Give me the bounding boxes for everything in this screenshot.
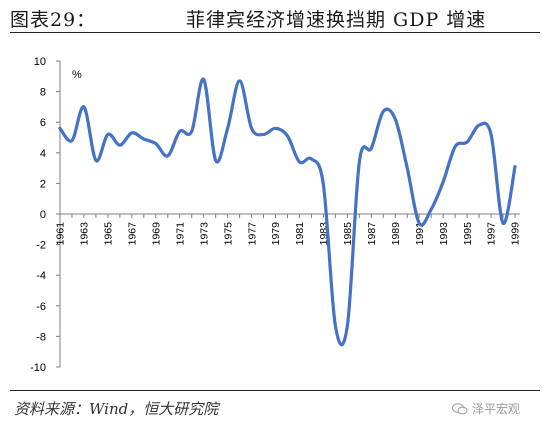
y-tick-label: 8 xyxy=(40,87,46,99)
x-tick-label: 1975 xyxy=(222,222,234,246)
y-tick-label: -10 xyxy=(30,362,46,374)
y-tick-label: 10 xyxy=(34,56,46,68)
x-tick-label: 1993 xyxy=(438,222,450,246)
y-tick-label: -4 xyxy=(36,270,46,282)
x-tick-label: 1965 xyxy=(103,222,115,246)
y-tick-label: 6 xyxy=(40,117,46,129)
x-tick-label: 1977 xyxy=(246,222,258,246)
y-tick-label: 2 xyxy=(40,178,46,190)
x-tick-label: 1971 xyxy=(174,222,186,246)
x-tick-label: 1979 xyxy=(270,222,282,246)
x-tick-label: 1981 xyxy=(294,222,306,246)
x-tick-label: 1961 xyxy=(55,222,67,246)
x-tick-label: 1987 xyxy=(366,222,378,246)
wechat-icon xyxy=(452,402,468,414)
x-tick-label: 1973 xyxy=(198,222,210,246)
x-tick-label: 1997 xyxy=(486,222,498,246)
figure-label: 图表29： xyxy=(10,9,97,31)
x-tick-label: 1969 xyxy=(150,222,162,246)
x-tick-label: 1999 xyxy=(510,222,522,246)
y-tick-label: -6 xyxy=(36,301,46,313)
x-tick-label: 1991 xyxy=(414,222,426,246)
y-tick-label: -8 xyxy=(36,331,46,343)
title-bar: 图表29： 菲律宾经济增速换挡期 GDP 增速 xyxy=(0,0,550,34)
x-tick-label: 1967 xyxy=(127,222,139,246)
watermark-text: 泽平宏观 xyxy=(472,402,521,416)
chart-area: -10 -8 -6 -4 -2 0 2 4 6 8 10% 1961 1963 1965 1967 1969 1… xyxy=(0,36,550,386)
gdp-growth-line xyxy=(58,77,517,347)
y-tick-label: 0 xyxy=(40,209,46,221)
source-rule xyxy=(10,390,540,391)
title-rule xyxy=(10,32,540,33)
y-tick-label: 4 xyxy=(40,148,46,160)
x-tick-label: 1989 xyxy=(390,222,402,246)
x-tick-label: 1995 xyxy=(462,222,474,246)
source-note: 资料来源：Wind，恒大研究院 xyxy=(14,400,219,418)
figure-title: 菲律宾经济增速换挡期 GDP 增速 xyxy=(186,9,487,31)
y-axis-unit-label: % xyxy=(72,69,82,81)
gdp-growth-chart: -10 -8 -6 -4 -2 0 2 4 6 8 10% 1961 1963 1965 1967 1969 1… xyxy=(30,56,522,374)
x-tick-label: 1963 xyxy=(79,222,91,246)
watermark: 泽平宏观 xyxy=(452,400,520,417)
y-tick-label: -2 xyxy=(36,240,46,252)
x-tick-label: 1985 xyxy=(342,222,354,246)
